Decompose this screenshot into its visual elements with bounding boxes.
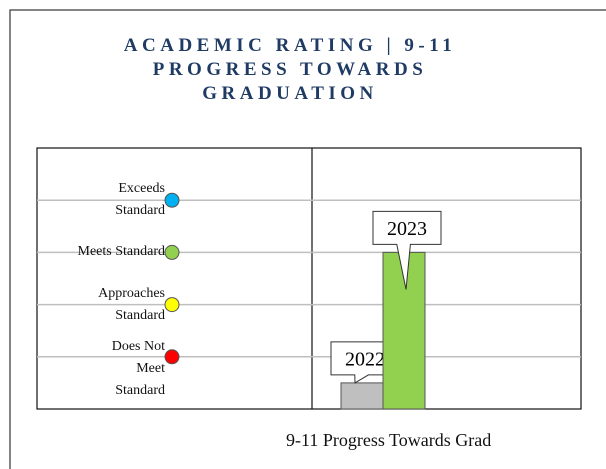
callout xyxy=(372,210,442,290)
x-tick-label: 2023 xyxy=(387,218,427,240)
frame xyxy=(9,9,606,469)
level-marker xyxy=(164,297,180,313)
x-tick-label: 2022 xyxy=(345,348,385,370)
plot-area xyxy=(36,147,582,410)
x-axis-label: 9-11 Progress Towards Grad xyxy=(286,430,492,450)
level-marker xyxy=(164,244,180,260)
y-tick-label: Meets Standard xyxy=(77,244,165,260)
y-tick-label: Approaches Standard xyxy=(98,285,165,323)
chart-title: ACADEMIC RATING | 9-11 PROGRESS TOWARDS … xyxy=(123,35,457,104)
level-marker xyxy=(164,349,180,365)
bar xyxy=(340,382,384,410)
y-tick-label: Exceeds Standard xyxy=(115,181,165,219)
y-tick-label: Does Not Meet Standard xyxy=(111,338,165,398)
level-marker xyxy=(164,192,180,208)
